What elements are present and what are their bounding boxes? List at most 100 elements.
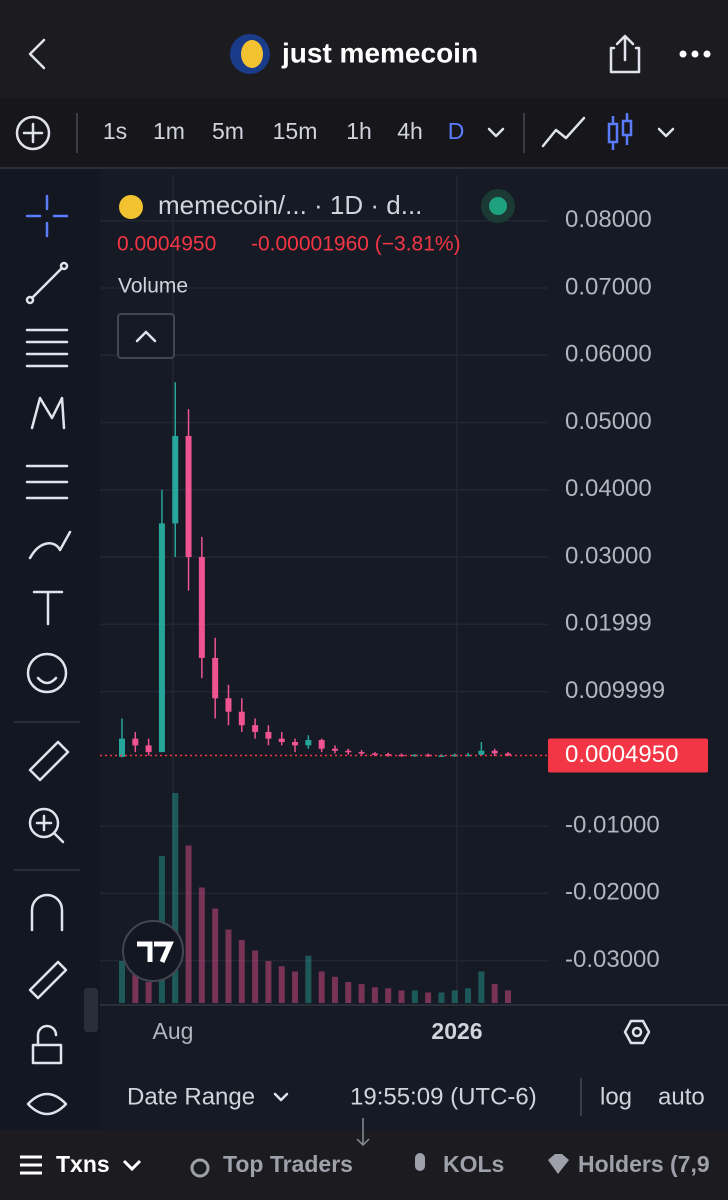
y-tick-label: 0.07000 bbox=[565, 273, 652, 300]
candle-body bbox=[478, 750, 485, 755]
y-tick-label: 0.009999 bbox=[565, 677, 665, 704]
symbol-legend: memecoin/... · 1D · d... bbox=[158, 190, 422, 220]
y-tick-label: 0.01999 bbox=[565, 610, 652, 637]
volume-bar bbox=[278, 966, 285, 1003]
prediction-tool[interactable] bbox=[25, 464, 69, 500]
volume-bar bbox=[132, 971, 139, 1003]
candle-body bbox=[278, 738, 285, 743]
candle-body bbox=[505, 753, 511, 756]
volume-bar bbox=[438, 992, 445, 1003]
volume-bar bbox=[358, 984, 365, 1003]
candle-body bbox=[318, 739, 325, 749]
candle-body bbox=[491, 750, 498, 754]
settings-button[interactable] bbox=[623, 1019, 651, 1045]
header-title: just memecoin bbox=[281, 37, 478, 68]
y-tick-label: -0.02000 bbox=[565, 879, 660, 906]
timeframe-button[interactable]: 1s bbox=[103, 118, 127, 144]
lock-drawing-tool[interactable] bbox=[28, 960, 68, 1000]
add-indicator-button[interactable] bbox=[15, 115, 51, 151]
candle-body bbox=[119, 738, 125, 757]
candle-body bbox=[358, 752, 365, 754]
x-tick-label: 2026 bbox=[431, 1018, 482, 1044]
candle-body bbox=[158, 523, 165, 753]
candle-body bbox=[172, 435, 179, 524]
volume-bar bbox=[238, 940, 245, 1003]
pattern-tool[interactable] bbox=[30, 396, 66, 430]
timeframe-dropdown[interactable] bbox=[487, 127, 505, 138]
candle-body bbox=[345, 750, 352, 753]
magnet-tool[interactable] bbox=[30, 893, 64, 932]
y-tick-label: 0.08000 bbox=[565, 206, 652, 233]
timeframe-button[interactable]: 1h bbox=[346, 118, 372, 144]
volume-bar bbox=[505, 990, 511, 1003]
timeframe-button[interactable]: 1m bbox=[153, 118, 185, 144]
volume-bar bbox=[292, 971, 299, 1003]
clock: 19:55:09 (UTC-6) bbox=[350, 1083, 537, 1110]
text-tool[interactable] bbox=[32, 590, 64, 626]
candle-chart-button[interactable] bbox=[607, 113, 633, 150]
tab[interactable]: KOLs bbox=[443, 1151, 504, 1177]
volume-bar bbox=[185, 845, 192, 1003]
timeframe-button[interactable]: 15m bbox=[273, 118, 318, 144]
tab[interactable]: Holders (7,9 bbox=[578, 1151, 710, 1177]
trendline-tool[interactable] bbox=[25, 261, 69, 305]
tab-bar bbox=[0, 1130, 728, 1200]
more-button[interactable] bbox=[679, 50, 711, 58]
date-range-button[interactable]: Date Range bbox=[127, 1083, 255, 1110]
token-logo-face bbox=[241, 40, 263, 68]
timeframe-button[interactable]: 5m bbox=[212, 118, 244, 144]
volume-bar bbox=[212, 908, 219, 1003]
back-button[interactable] bbox=[28, 38, 46, 70]
fib-tool[interactable] bbox=[25, 328, 69, 368]
bottom-toolbar bbox=[100, 1066, 728, 1130]
price-value: 0.0004950 bbox=[117, 233, 216, 256]
unlock-tool[interactable] bbox=[31, 1024, 63, 1065]
tab[interactable]: Txns bbox=[56, 1151, 110, 1177]
crosshair-tool[interactable] bbox=[25, 194, 69, 238]
traders-icon bbox=[190, 1158, 210, 1178]
y-tick-label: 0.04000 bbox=[565, 475, 652, 502]
holders-icon bbox=[548, 1154, 569, 1174]
zoom-tool[interactable] bbox=[28, 807, 65, 844]
candle-body bbox=[252, 725, 259, 732]
ruler-tool[interactable] bbox=[28, 740, 70, 782]
chart: 0.08000 0.07000 0.06000 0.05000 0.04000 0.030… bbox=[100, 175, 708, 1044]
visibility-tool[interactable] bbox=[26, 1092, 68, 1116]
toolbar-collapse[interactable] bbox=[84, 988, 98, 1032]
tab[interactable]: Top Traders bbox=[223, 1151, 353, 1177]
share-button[interactable] bbox=[609, 34, 641, 74]
emoji-tool[interactable] bbox=[26, 652, 68, 694]
chart-type-dropdown[interactable] bbox=[657, 127, 675, 138]
y-tick-label: 0.05000 bbox=[565, 408, 652, 435]
volume-bar bbox=[478, 971, 485, 1003]
timeframe-bar bbox=[0, 98, 728, 168]
collapse-legend-button[interactable] bbox=[117, 313, 175, 359]
y-tick-label: -0.03000 bbox=[565, 946, 660, 973]
timeframe-button[interactable]: 4h bbox=[397, 118, 423, 144]
candle-body bbox=[198, 557, 205, 658]
price-change: -0.00001960 (−3.81%) bbox=[251, 233, 461, 256]
resize-handle[interactable] bbox=[356, 1118, 370, 1147]
candle-body bbox=[371, 753, 378, 755]
volume-bar bbox=[371, 987, 378, 1003]
volume-bar bbox=[305, 955, 312, 1003]
volume-bar bbox=[331, 976, 338, 1003]
candle-body bbox=[425, 754, 432, 757]
timeframe-button[interactable]: D bbox=[448, 118, 465, 144]
volume-bar bbox=[198, 887, 205, 1003]
volume-bar bbox=[265, 961, 272, 1003]
x-tick-label: Aug bbox=[153, 1018, 194, 1044]
volume-bar bbox=[451, 990, 458, 1003]
drawing-toolbar bbox=[0, 169, 96, 1130]
auto-toggle[interactable]: auto bbox=[658, 1083, 705, 1110]
brush-tool[interactable] bbox=[28, 530, 72, 560]
tradingview-logo[interactable] bbox=[122, 920, 184, 982]
current-price-tag bbox=[548, 738, 708, 773]
legend-logo bbox=[119, 195, 143, 219]
candle-body bbox=[185, 435, 192, 558]
line-chart-button[interactable] bbox=[541, 116, 586, 148]
volume-bar bbox=[398, 990, 405, 1003]
log-toggle[interactable]: log bbox=[600, 1083, 632, 1110]
